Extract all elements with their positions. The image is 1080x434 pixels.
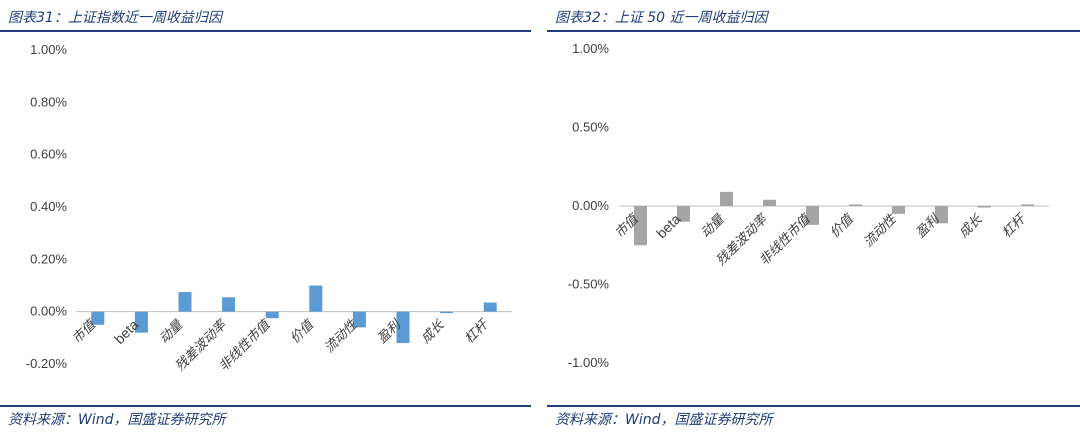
chart-title: 图表31：上证指数近一周收益归因 [8, 10, 222, 26]
bar [91, 311, 105, 325]
title-divider [0, 30, 531, 32]
x-tick-label: 价值 [288, 316, 318, 346]
bar [440, 311, 454, 314]
bar [763, 199, 776, 206]
left-bar-chart: 1.00%0.80%0.60%0.40%0.20%0.00%-0.20%市值 be… [26, 42, 512, 374]
left-chart-panel: 图表31：上证指数近一周收益归因 1.00% 0.80% 0.60% 0.40% 0.2… [0, 0, 531, 434]
y-tick-label: -0.20% [26, 356, 68, 371]
right-chart-panel: 图表32：上证 50 近一周收益归因 1.00% 0.50% 0.00% -0.50%… [547, 0, 1080, 434]
bar [892, 206, 905, 214]
bar [806, 206, 819, 225]
y-tick-label: 0.20% [30, 251, 67, 266]
bar [396, 311, 410, 344]
chart-title: 图表32：上证 50 近一周收益归因 [555, 10, 768, 26]
y-tick-label: 0.80% [30, 94, 67, 109]
bar [265, 311, 279, 319]
y-tick-label: 1.00% [30, 42, 67, 57]
y-tick-label: -1.00% [568, 355, 610, 370]
y-tick-label: 0.50% [572, 120, 609, 135]
bar [309, 285, 323, 312]
x-tick-label: 成长 [956, 212, 986, 242]
bar [849, 204, 862, 206]
x-tick-label: 流动性 [861, 211, 901, 251]
bar [1021, 204, 1034, 206]
y-tick-label: 0.00% [572, 198, 609, 213]
y-tick-label: 1.00% [572, 41, 609, 56]
x-tick-label: 杠杆 [462, 316, 492, 346]
x-tick-label: 动量 [698, 211, 728, 241]
x-tick-label: 价值 [827, 211, 857, 241]
bar [222, 297, 236, 312]
source-divider [0, 405, 531, 407]
y-tick-label: 0.00% [30, 304, 67, 319]
right-bar-chart: 1.00%0.50%0.00%-0.50%-1.00%市值 beta 动量残差波动率… [568, 41, 1049, 370]
title-divider [547, 30, 1080, 32]
source-divider [547, 405, 1080, 407]
source-note: 资料来源：Wind，国盛证券研究所 [8, 412, 226, 428]
bar [483, 302, 497, 312]
bar [978, 206, 991, 208]
y-tick-label: 0.60% [30, 147, 67, 162]
source-note: 资料来源：Wind，国盛证券研究所 [555, 412, 773, 428]
bar [935, 206, 948, 224]
bar [352, 311, 366, 328]
y-tick-label: -0.50% [568, 277, 610, 292]
bar [720, 191, 733, 206]
bar [134, 311, 148, 333]
bar [677, 206, 690, 222]
x-tick-label: 杠杆 [999, 211, 1029, 241]
x-tick-label: 动量 [157, 316, 187, 346]
bar [178, 292, 192, 312]
y-tick-label: 0.40% [30, 199, 67, 214]
x-tick-label: 成长 [418, 317, 448, 347]
bar [634, 206, 647, 246]
